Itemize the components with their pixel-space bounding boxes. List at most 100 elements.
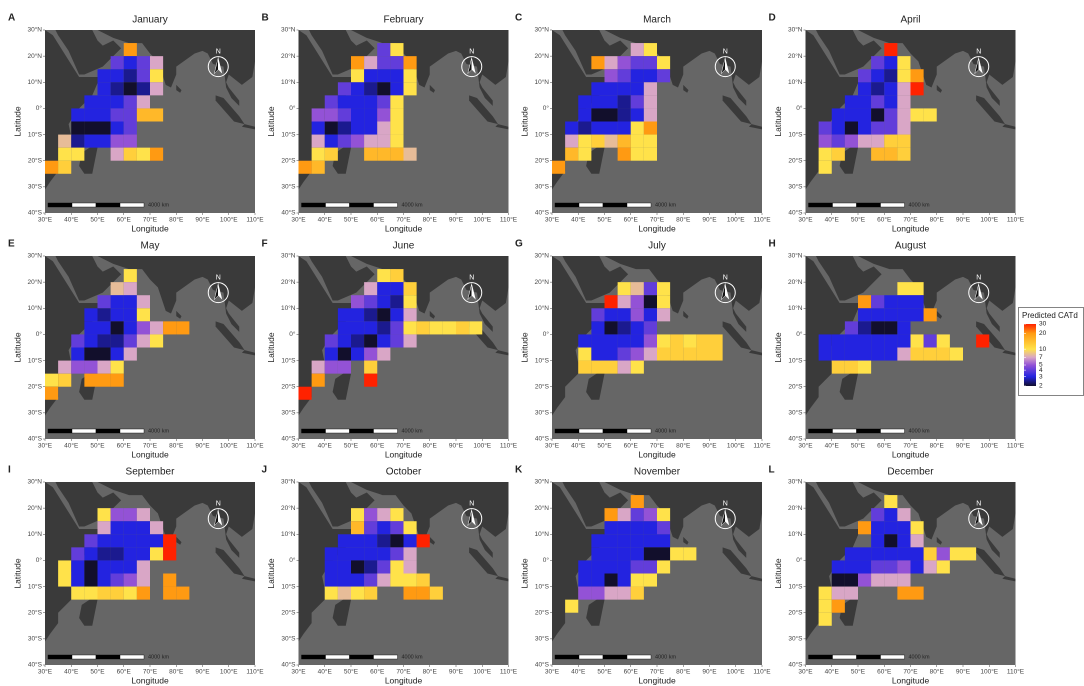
colorbar-tick-label: 10 (1039, 346, 1047, 353)
grid-cell (818, 347, 832, 361)
north-arrow (720, 509, 726, 527)
grid-cell (364, 147, 378, 161)
grid-cell (403, 573, 417, 587)
grid-cell (910, 308, 924, 322)
y-axis-title: Latitude (12, 106, 22, 137)
panel-letter: J (262, 465, 268, 476)
x-tick-label: 60°E (624, 216, 639, 224)
x-tick-label: 60°E (117, 216, 132, 224)
grid-cell (58, 373, 72, 387)
grid-cell (136, 586, 150, 600)
grid-cell (871, 295, 885, 309)
north-arrow-ring (968, 56, 990, 78)
grid-cell (110, 508, 124, 522)
grid-cell (831, 134, 845, 148)
scale-bar (880, 654, 905, 660)
grid-cell (123, 121, 137, 135)
grid-cell (84, 308, 98, 322)
north-arrow (725, 283, 730, 300)
grid-cell (416, 573, 430, 587)
grid-cell (351, 82, 365, 96)
grid-cell (884, 521, 898, 535)
y-tick-label: 20°S (28, 156, 43, 164)
scale-bar (602, 428, 628, 434)
grid-cell (150, 69, 164, 83)
scale-bar (626, 654, 652, 660)
grid-cell (831, 121, 845, 135)
grid-cell (591, 334, 605, 348)
y-tick-label: 20°S (28, 382, 43, 390)
x-tick-label: 70°E (650, 668, 665, 676)
y-tick-label: 20°N (534, 52, 549, 60)
north-arrow-ring (207, 508, 229, 530)
grid-cell (910, 108, 924, 122)
scale-bar (119, 428, 145, 434)
grid-cell (364, 69, 378, 83)
scale-bar (832, 202, 857, 208)
y-tick-label: 40°S (788, 209, 803, 217)
grid-cell (617, 121, 631, 135)
scale-bar-label: 4000 km (655, 428, 677, 434)
grid-cell (884, 308, 898, 322)
x-tick-label: 70°E (396, 442, 411, 450)
panel-letter: D (769, 13, 776, 24)
grid-cell (123, 134, 137, 148)
grid-cell (604, 308, 618, 322)
grid-cell (71, 334, 85, 348)
x-tick-label: 90°E (449, 216, 464, 224)
grid-cell (578, 560, 592, 574)
x-tick-label: 40°E (64, 668, 79, 676)
scale-bar (554, 202, 580, 208)
grid-cell (324, 560, 338, 574)
grid-cell (858, 295, 872, 309)
grid-cell (110, 134, 124, 148)
grid-cell (377, 282, 391, 296)
x-tick-label: 90°E (449, 668, 464, 676)
grid-cell (871, 547, 885, 561)
grid-cell (897, 560, 911, 574)
grid-cell (604, 134, 618, 148)
scale-bar-label: 4000 km (148, 428, 170, 434)
y-tick-label: 30°S (281, 635, 296, 643)
grid-cell (604, 95, 618, 109)
x-tick-label: 30°E (38, 668, 53, 676)
x-tick-label: 50°E (851, 668, 866, 676)
grid-cell (364, 282, 378, 296)
grid-cell (390, 321, 404, 335)
grid-cell (617, 534, 631, 548)
y-tick-label: 0° (543, 104, 550, 112)
grid-cell (150, 108, 164, 122)
grid-cell (71, 586, 85, 600)
grid-cell (97, 586, 111, 600)
map-panel: G July N 4000 km 30°E 40°E 50°E 60°E 70°E 80°E 90°… (515, 239, 771, 460)
grid-cell (923, 560, 937, 574)
grid-cell (403, 56, 417, 70)
y-tick-label: 30°S (788, 409, 803, 417)
grid-cell (163, 534, 177, 548)
grid-cell (403, 334, 417, 348)
grid-cell (657, 547, 671, 561)
grid-cell (657, 534, 671, 548)
y-tick-label: 30°N (788, 26, 803, 34)
grid-cell (351, 560, 365, 574)
y-tick-label: 30°S (788, 635, 803, 643)
panel-title: July (648, 241, 666, 252)
grid-cell (871, 321, 885, 335)
grid-cell (84, 534, 98, 548)
grid-cell (643, 508, 657, 522)
grid-cell (97, 547, 111, 561)
grid-cell (110, 295, 124, 309)
grid-cell (136, 295, 150, 309)
grid-cell (591, 586, 605, 600)
scale-bar (832, 654, 857, 660)
grid-cell (643, 547, 657, 561)
x-tick-label: 110°E (753, 442, 771, 450)
grid-cell (136, 56, 150, 70)
x-tick-label: 110°E (500, 442, 518, 450)
grid-cell (858, 95, 872, 109)
grid-cell (604, 586, 618, 600)
x-tick-label: 50°E (344, 216, 359, 224)
y-tick-label: 40°S (535, 209, 550, 217)
panel-letter: G (515, 239, 523, 250)
north-arrow-ring (714, 56, 736, 78)
